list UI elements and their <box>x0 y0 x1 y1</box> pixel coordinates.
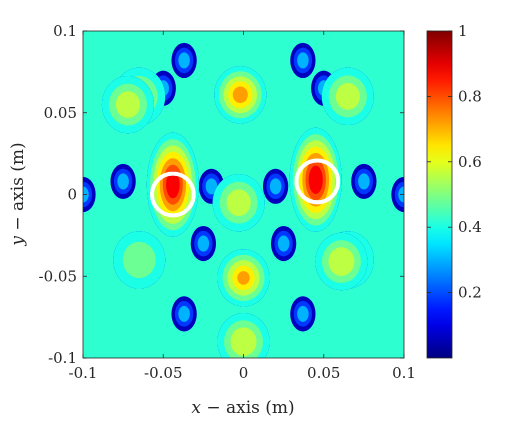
x-tick-label: 0 <box>239 364 249 382</box>
colorbar-axis: 0.2 0.4 0.6 0.8 1 <box>427 22 482 302</box>
marker-layer <box>150 158 341 218</box>
y-tick-label: 0 <box>67 186 77 204</box>
field-peak-band <box>166 171 180 199</box>
colorbar-tick-label: 0.2 <box>458 284 482 302</box>
colorbar-tick-label: 0.6 <box>458 153 482 171</box>
colorbar <box>426 30 453 359</box>
x-tick-label: -0.05 <box>144 364 182 382</box>
y-axis-label: y − axis (m) <box>8 142 28 246</box>
field-minimum-band <box>205 178 218 195</box>
field-minimum-band <box>178 52 190 69</box>
field-minimum-band <box>297 305 309 322</box>
field-minimum-band <box>297 52 309 69</box>
colorbar-tick-label: 1 <box>458 22 468 40</box>
x-tick-label: -0.1 <box>69 364 98 382</box>
field-peak-band <box>226 189 251 217</box>
marker-circle <box>150 171 196 218</box>
y-tick-label: 0.05 <box>44 104 77 122</box>
field-peak-band <box>122 241 156 279</box>
field-peak-band <box>237 271 250 285</box>
contour-field <box>83 31 404 358</box>
x-axis: -0.1 -0.05 0 0.05 0.1 <box>69 31 416 382</box>
field-peak-band <box>232 86 248 104</box>
field-minimum-band <box>269 178 282 195</box>
field-minimum-band <box>178 305 190 322</box>
x-tick-label: 0.05 <box>307 364 340 382</box>
y-tick-label: -0.05 <box>39 267 77 285</box>
field-minimum-band <box>197 235 210 252</box>
y-tick-label: -0.1 <box>48 349 77 367</box>
x-tick-label: 0.1 <box>392 364 416 382</box>
field-minimum-band <box>277 235 290 252</box>
colorbar-tick-label: 0.8 <box>458 87 482 105</box>
y-tick-label: 0.1 <box>53 22 77 40</box>
field-minimum-band <box>358 173 370 190</box>
field-peak-band <box>115 91 141 118</box>
field-minimum-band <box>117 173 129 190</box>
field-peak-band <box>230 327 257 356</box>
y-axis: -0.1 -0.05 0 0.05 0.1 <box>39 22 404 367</box>
colorbar-tick-label: 0.4 <box>458 218 482 236</box>
x-axis-label: x − axis (m) <box>191 398 294 418</box>
field-peak-band <box>308 165 323 194</box>
field-peak-band <box>335 83 360 110</box>
marker-circle <box>294 158 341 205</box>
field-peak-band <box>328 247 355 276</box>
